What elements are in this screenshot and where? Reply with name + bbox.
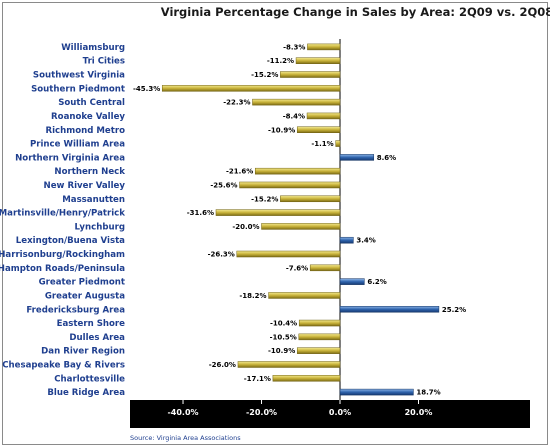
data-label: -45.3% xyxy=(133,85,160,93)
bar xyxy=(237,361,341,368)
chart-title: Virginia Percentage Change in Sales by A… xyxy=(161,5,550,19)
category-label: Southwest Virginia xyxy=(33,71,125,81)
bar xyxy=(280,195,341,203)
data-label: 25.2% xyxy=(442,306,466,314)
bar xyxy=(268,292,341,299)
category-label: Eastern Shore xyxy=(57,319,126,329)
x-tick-label: -40.0% xyxy=(167,408,198,417)
category-label: Charlottesville xyxy=(54,374,125,384)
category-label: Southern Piedmont xyxy=(31,84,125,94)
data-label: -10.9% xyxy=(268,347,295,355)
data-label: 8.6% xyxy=(377,154,396,162)
bar xyxy=(306,112,341,120)
data-label: -7.6% xyxy=(286,264,308,272)
data-label: -26.3% xyxy=(208,251,235,259)
bar xyxy=(335,140,341,147)
bar xyxy=(261,223,341,230)
data-label: -25.6% xyxy=(210,181,237,189)
category-label: Fredericksburg Area xyxy=(26,305,125,315)
data-label: -11.2% xyxy=(267,57,294,65)
bar xyxy=(296,126,341,133)
category-label: Williamsburg xyxy=(61,43,125,53)
data-label: -1.1% xyxy=(311,140,333,148)
data-label: -20.0% xyxy=(232,223,259,231)
bar xyxy=(272,375,341,382)
bar xyxy=(339,388,414,396)
category-label: Prince William Area xyxy=(30,140,125,150)
category-label: Greater Augusta xyxy=(45,291,125,301)
data-label: -26.0% xyxy=(209,361,236,369)
x-tick-label: -20.0% xyxy=(246,408,277,417)
plot-area: Williamsburg -8.3% Tri Cities -11.2% Southwe… xyxy=(0,37,530,428)
bar xyxy=(239,181,341,189)
category-label: Chesapeake Bay & Rivers xyxy=(2,360,125,370)
data-label: 3.4% xyxy=(356,237,375,245)
data-label: -22.3% xyxy=(223,99,250,107)
data-label: -31.6% xyxy=(187,209,214,217)
bar xyxy=(307,43,341,51)
bar xyxy=(215,209,341,216)
x-tick-label: 20.0% xyxy=(405,408,433,417)
category-label: Lynchburg xyxy=(75,222,125,232)
data-label: -8.4% xyxy=(283,112,305,120)
bar xyxy=(254,167,341,175)
data-label: 6.2% xyxy=(367,278,386,286)
bar xyxy=(161,85,341,92)
bar xyxy=(295,57,341,64)
category-label: Harrisonburg/Rockingham xyxy=(0,250,125,260)
bar xyxy=(280,71,341,78)
data-label: 18.7% xyxy=(416,389,440,397)
bar xyxy=(236,250,341,258)
data-label: -18.2% xyxy=(239,292,266,300)
bar xyxy=(339,154,375,161)
bar xyxy=(339,236,354,244)
data-label: -17.1% xyxy=(244,375,271,383)
bar xyxy=(309,264,341,272)
category-label: Massanutten xyxy=(62,195,125,205)
category-label: Roanoke Valley xyxy=(51,112,125,122)
chart-source: Source: Virginia Area Associations xyxy=(130,434,241,442)
data-label: -10.4% xyxy=(270,320,297,328)
data-label: -15.2% xyxy=(251,195,278,203)
data-label: -8.3% xyxy=(283,43,305,51)
category-label: Northern Neck xyxy=(54,167,125,177)
category-label: Greater Piedmont xyxy=(39,278,125,288)
data-label: -10.5% xyxy=(270,333,297,341)
category-label: Blue Ridge Area xyxy=(47,388,125,398)
data-label: -21.6% xyxy=(226,168,253,176)
category-label: Hampton Roads/Peninsula xyxy=(0,264,125,274)
bar xyxy=(339,278,365,285)
data-label: -10.9% xyxy=(268,126,295,134)
bar xyxy=(339,306,440,313)
category-label: Dan River Region xyxy=(41,347,125,357)
category-label: Richmond Metro xyxy=(45,126,125,136)
x-tick-label: 0.0% xyxy=(329,408,351,417)
category-label: South Central xyxy=(58,98,125,108)
category-label: Martinsville/Henry/Patrick xyxy=(0,209,125,219)
x-axis-band xyxy=(130,400,530,428)
bar xyxy=(298,333,341,341)
category-label: Lexington/Buena Vista xyxy=(16,236,125,246)
category-label: Tri Cities xyxy=(83,57,125,67)
data-label: -15.2% xyxy=(251,71,278,79)
bar xyxy=(296,347,341,354)
category-label: Northern Virginia Area xyxy=(15,153,125,163)
bar xyxy=(252,98,341,106)
category-label: New River Valley xyxy=(44,181,126,191)
category-label: Dulles Area xyxy=(69,333,125,343)
bar xyxy=(298,319,341,327)
